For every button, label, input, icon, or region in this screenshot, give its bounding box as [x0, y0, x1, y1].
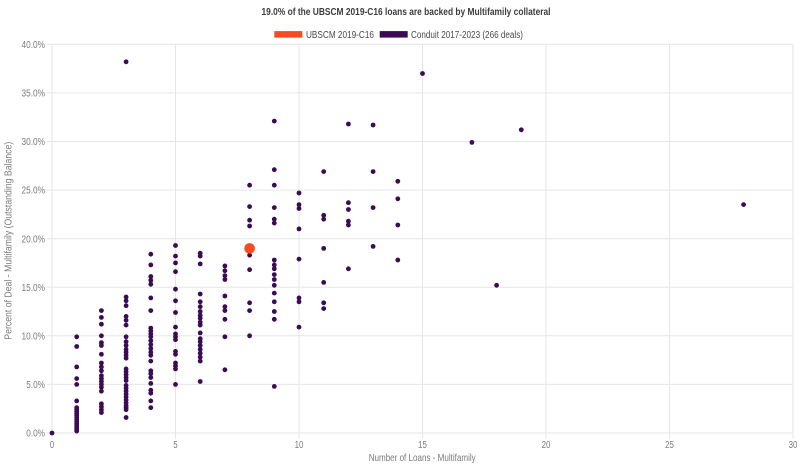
- svg-text:30.0%: 30.0%: [22, 137, 46, 148]
- svg-text:Percent of Deal - Multifamily: Percent of Deal - Multifamily (Outstandi…: [4, 142, 15, 340]
- svg-text:30: 30: [789, 440, 798, 451]
- svg-text:5: 5: [173, 440, 178, 451]
- svg-text:Number of Loans - Multifamily: Number of Loans - Multifamily: [369, 453, 476, 464]
- svg-text:25: 25: [665, 440, 674, 451]
- svg-text:UBSCM 2019-C16: UBSCM 2019-C16: [306, 30, 374, 41]
- svg-text:40.0%: 40.0%: [22, 40, 46, 51]
- svg-text:Conduit 2017-2023 (266 deals): Conduit 2017-2023 (266 deals): [411, 30, 523, 41]
- svg-text:0.0%: 0.0%: [26, 429, 45, 440]
- svg-text:20: 20: [542, 440, 551, 451]
- svg-text:15: 15: [418, 440, 427, 451]
- svg-text:10.0%: 10.0%: [22, 331, 46, 342]
- svg-text:0: 0: [50, 440, 55, 451]
- svg-text:15.0%: 15.0%: [22, 283, 46, 294]
- svg-text:5.0%: 5.0%: [26, 380, 45, 391]
- svg-text:20.0%: 20.0%: [22, 234, 46, 245]
- svg-text:19.0% of the UBSCM 2019-C16 lo: 19.0% of the UBSCM 2019-C16 loans are ba…: [262, 6, 551, 18]
- svg-text:10: 10: [295, 440, 304, 451]
- svg-text:35.0%: 35.0%: [22, 89, 46, 100]
- svg-text:25.0%: 25.0%: [22, 186, 46, 197]
